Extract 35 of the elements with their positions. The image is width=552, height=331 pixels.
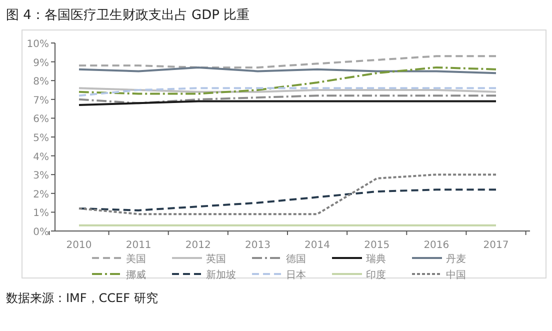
chart-title: 图 4：各国医疗卫生财政支出占 GDP 比重 (6, 8, 250, 23)
line-series (78, 66, 497, 95)
x-tick-label: 2017 (483, 240, 509, 251)
x-tick-label: 2015 (364, 240, 390, 251)
legend-label: 挪威 (126, 269, 146, 281)
x-tick-label: 2012 (185, 240, 211, 251)
x-tick-label: 2013 (244, 240, 270, 251)
legend-label: 德国 (286, 254, 306, 265)
y-tick-label: 4% (33, 152, 49, 163)
y-tick-label: 1% (33, 208, 49, 220)
legend-label: 日本 (286, 269, 306, 281)
y-tick-label: 2% (33, 189, 49, 200)
y-tick-label: 9% (33, 58, 49, 69)
line-series (78, 174, 497, 216)
y-tick-label: 8% (33, 76, 49, 88)
legend-label: 新加坡 (206, 269, 236, 281)
legend-label: 英国 (206, 253, 226, 265)
x-tick-label: 2016 (424, 240, 450, 251)
y-tick-label: 0% (33, 227, 49, 238)
y-tick-label: 3% (33, 170, 49, 182)
legend-label: 美国 (126, 253, 146, 265)
legend-label: 丹麦 (446, 253, 466, 265)
x-tick-label: 2010 (66, 240, 92, 251)
y-tick-label: 5% (33, 133, 49, 144)
x-tick-label: 2011 (126, 240, 152, 251)
legend-label: 印度 (366, 269, 386, 281)
legend-label: 瑞典 (366, 253, 386, 265)
y-tick-label: 6% (33, 114, 49, 126)
legend-label: 中国 (446, 269, 466, 281)
source-note: 数据来源：IMF，CCEF 研究 (6, 291, 158, 305)
y-tick-label: 7% (33, 95, 49, 106)
line-series (78, 55, 497, 68)
y-tick-label: 10% (26, 39, 49, 50)
x-tick-label: 2014 (304, 240, 330, 251)
line-series (78, 94, 497, 104)
